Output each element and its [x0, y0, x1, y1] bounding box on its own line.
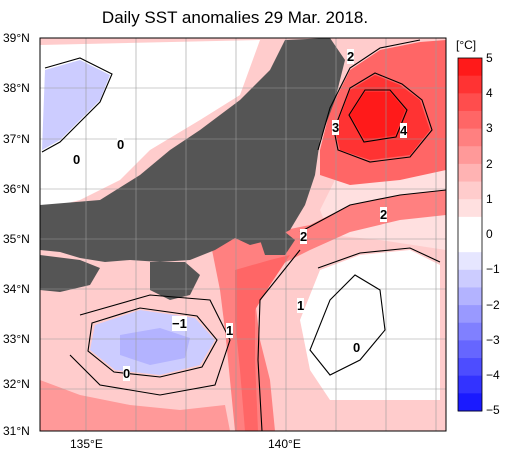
- colorbar-tick-label: 5: [486, 51, 493, 65]
- colorbar-tick-label: 3: [486, 121, 493, 135]
- lat-label: 38°N: [3, 81, 30, 95]
- contour-label: 0: [353, 340, 361, 355]
- colorbar-frame: [457, 57, 483, 412]
- colorbar-swatch: [458, 269, 482, 288]
- cold-anomaly-sw-core: [120, 328, 190, 365]
- colorbar-swatch: [458, 58, 482, 77]
- colorbar-tick-label: 4: [486, 86, 493, 100]
- colorbar: [458, 58, 482, 412]
- colorbar-unit: [°C]: [456, 38, 477, 52]
- contour-label: 0: [73, 152, 81, 167]
- colorbar-tick-label: 1: [486, 192, 493, 206]
- colorbar-swatch: [458, 358, 482, 377]
- colorbar-swatch: [458, 75, 482, 94]
- cold-anomaly-nw: [42, 60, 110, 150]
- map-frame: [39, 37, 447, 432]
- lat-label: 33°N: [3, 332, 30, 346]
- colorbar-tick-label: −1: [486, 262, 500, 276]
- contour-label: 3: [332, 120, 340, 135]
- land-shikoku: [40, 255, 100, 292]
- colorbar-swatch: [458, 287, 482, 306]
- colorbar-swatch: [458, 393, 482, 412]
- colorbar-tick-label: 2: [486, 157, 493, 171]
- lat-label: 35°N: [3, 232, 30, 246]
- colorbar-swatch: [458, 340, 482, 359]
- colorbar-swatch: [458, 252, 482, 271]
- warm-anomaly-ne-peak: [350, 92, 405, 140]
- lat-label: 39°N: [3, 31, 30, 45]
- colorbar-swatch: [458, 146, 482, 165]
- lat-label: 36°N: [3, 182, 30, 196]
- colorbar-swatch: [458, 216, 482, 235]
- warm-band-core: [235, 255, 290, 431]
- colorbar-tick-label: 0: [486, 227, 493, 241]
- contour-label: 1: [297, 298, 305, 313]
- colorbar-tick-label: −2: [486, 298, 500, 312]
- lat-label: 32°N: [3, 377, 30, 391]
- lon-label: 140°E: [268, 437, 301, 451]
- lat-label: 34°N: [3, 282, 30, 296]
- colorbar-swatch: [458, 322, 482, 341]
- lat-label: 31°N: [3, 424, 30, 438]
- sw-fringe-warm: [40, 380, 230, 431]
- contour-label: −1: [172, 316, 187, 331]
- colorbar-tick-label: −4: [486, 368, 500, 382]
- contour-label: 4: [400, 123, 408, 138]
- map-title: Daily SST anomalies 29 Mar. 2018.: [101, 8, 369, 27]
- colorbar-swatch: [458, 199, 482, 218]
- colorbar-tick-label: −3: [486, 333, 500, 347]
- contour-label: 2: [300, 229, 308, 244]
- colorbar-swatch: [458, 305, 482, 324]
- near-zero-region-south: [300, 250, 440, 400]
- land-honshu: [40, 38, 345, 262]
- colorbar-swatch: [458, 375, 482, 394]
- land-kii-peninsula: [150, 262, 200, 300]
- colorbar-swatch: [458, 93, 482, 112]
- colorbar-swatch: [458, 181, 482, 200]
- colorbar-swatch: [458, 128, 482, 147]
- colorbar-swatch: [458, 163, 482, 183]
- colorbar-tick-label: −5: [486, 403, 500, 417]
- contour-label: 0: [123, 366, 131, 381]
- contour-label: 2: [380, 207, 388, 222]
- contour-label: 0: [117, 137, 125, 152]
- contour-label: 2: [347, 49, 355, 64]
- contour-lines: [41, 39, 446, 431]
- contour-label: 1: [226, 323, 234, 338]
- lon-label: 135°E: [70, 437, 103, 451]
- colorbar-swatch: [458, 234, 482, 253]
- colorbar-swatch: [458, 110, 482, 130]
- lat-label: 37°N: [3, 132, 30, 146]
